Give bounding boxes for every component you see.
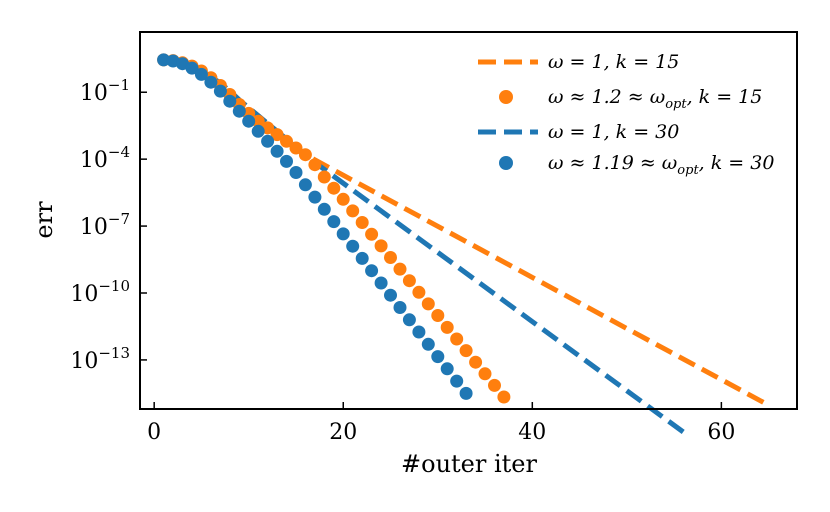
- series-1-point: [402, 274, 416, 288]
- series-3-point: [412, 325, 426, 339]
- x-tick-label: 40: [518, 420, 546, 445]
- series-3-point: [421, 337, 435, 351]
- series-1-point: [450, 332, 464, 346]
- legend-swatch-marker: [499, 90, 513, 104]
- y-tick-label: 10−1: [80, 76, 130, 106]
- x-tick-label: 20: [329, 420, 357, 445]
- series-1-point: [393, 262, 407, 276]
- series-1-point: [478, 367, 492, 381]
- y-tick-label: 10−13: [70, 344, 130, 374]
- x-tick-label: 0: [147, 420, 161, 445]
- legend-swatch-marker: [499, 156, 513, 170]
- series-1-point: [488, 378, 501, 392]
- series-1-point: [336, 192, 350, 206]
- series-3-point: [308, 190, 322, 204]
- series-1-point: [497, 390, 511, 404]
- series-3-point: [450, 374, 464, 388]
- series-3-point: [270, 144, 284, 158]
- series-3-point: [298, 178, 312, 192]
- series-1-point: [327, 181, 341, 195]
- series-3-point: [194, 67, 208, 81]
- series-3-point: [346, 239, 360, 253]
- series-1-point: [298, 148, 312, 162]
- legend-label: ω ≈ 1.2 ≈ ωopt, k = 15: [548, 86, 762, 112]
- series-3-point: [232, 104, 246, 118]
- series-3-point: [289, 166, 303, 179]
- series-1-point: [317, 170, 331, 184]
- series-3-point: [261, 134, 275, 148]
- series-1-point: [459, 344, 473, 358]
- series-3-point: [251, 124, 265, 138]
- series-1-point: [308, 158, 322, 172]
- series-3-point: [185, 61, 199, 75]
- x-tick-label: 60: [707, 420, 735, 445]
- series-1-point: [289, 141, 303, 155]
- y-tick-label: 10−10: [70, 277, 130, 307]
- series-3-point: [459, 386, 473, 400]
- y-axis-label: err: [30, 201, 58, 239]
- legend-label: ω ≈ 1.19 ≈ ωopt, k = 30: [548, 152, 774, 178]
- series-1-point: [384, 251, 397, 264]
- plot-frame: [139, 31, 798, 410]
- series-1-point: [355, 216, 369, 229]
- x-axis-label: #outer iter: [401, 450, 537, 478]
- series-1-point: [346, 204, 360, 218]
- series-1-point: [421, 297, 435, 311]
- series-layer: [157, 53, 770, 435]
- series-3-point: [384, 288, 397, 302]
- series-1-point: [251, 114, 265, 128]
- series-1-point: [412, 285, 426, 299]
- series-3-point: [393, 301, 407, 314]
- legend-label: ω = 1, k = 30: [548, 121, 679, 143]
- series-3-point: [402, 313, 416, 327]
- series-1-point: [280, 134, 293, 148]
- ticks-layer: 0 20 40 60 10−1 10−4 10−7 10−10 10−13: [70, 76, 735, 445]
- series-1-point: [431, 309, 445, 322]
- series-3-point: [157, 53, 171, 67]
- series-3-point: [374, 276, 388, 290]
- series-3-point: [204, 75, 218, 89]
- series-3-point: [355, 251, 369, 265]
- series-3-point: [365, 264, 379, 278]
- series-1-point: [440, 320, 454, 334]
- series-1-point: [374, 239, 388, 253]
- series-3-point: [242, 114, 256, 128]
- series-3-point: [317, 202, 331, 216]
- series-1-point: [365, 227, 379, 241]
- y-tick-label: 10−7: [80, 210, 130, 240]
- series-3-point: [431, 350, 445, 364]
- series-3-point: [280, 154, 293, 168]
- series-1-point: [469, 355, 483, 369]
- legend: ω = 1, k = 15 ω ≈ 1.2 ≈ ωopt, k = 15 ω = 1…: [478, 51, 774, 178]
- y-tick-label: 10−4: [80, 143, 130, 173]
- series-3-point: [223, 94, 237, 108]
- legend-label: ω = 1, k = 15: [548, 51, 679, 73]
- series-3-point: [213, 84, 227, 98]
- series-3-point: [327, 215, 341, 229]
- series-1-point: [270, 128, 284, 142]
- series-3-point: [440, 362, 454, 376]
- series-3-point: [336, 227, 350, 241]
